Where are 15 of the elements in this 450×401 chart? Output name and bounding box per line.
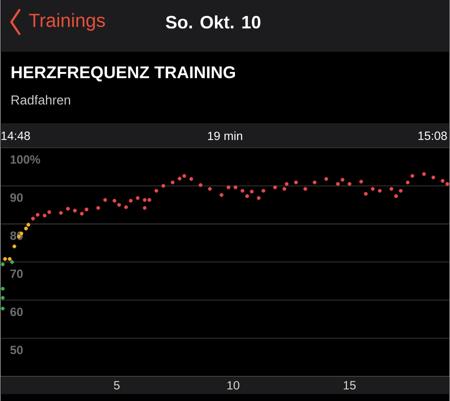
text: 14:48 bbox=[2, 131, 30, 140]
y-tick-label: 50 bbox=[10, 346, 23, 354]
x-tick-label: 5 bbox=[114, 381, 120, 390]
x-tick-label: 10 bbox=[227, 380, 240, 390]
text: 15:08 bbox=[418, 131, 447, 140]
chart-title: HERZFREQUENZ TRAINING bbox=[12, 66, 235, 82]
text: 19 min bbox=[208, 131, 242, 140]
chart-subtitle: Radfahren bbox=[12, 94, 70, 104]
text: Trainings bbox=[28, 13, 105, 31]
x-tick-label: 15 bbox=[344, 381, 356, 390]
y-tick-label: 90 bbox=[10, 193, 23, 202]
text: So. Okt. 10 bbox=[166, 15, 260, 28]
y-tick-label: 100% bbox=[10, 155, 40, 164]
y-tick-label: 70 bbox=[10, 269, 23, 278]
y-tick-label: 60 bbox=[10, 308, 23, 316]
